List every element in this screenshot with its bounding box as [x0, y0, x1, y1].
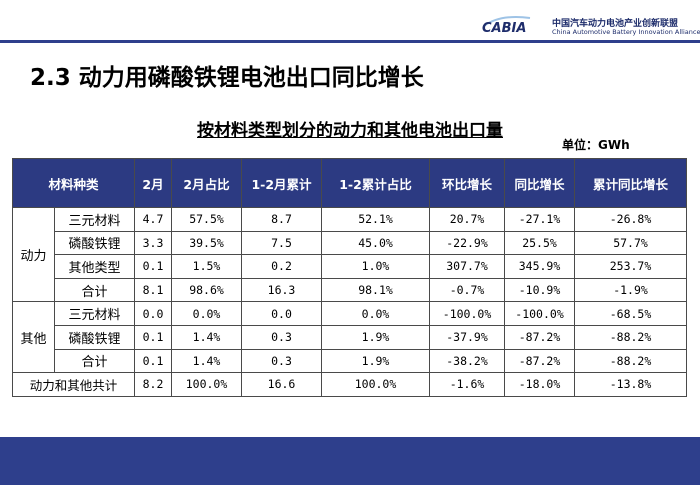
cell-yoy: -100.0% — [504, 301, 576, 326]
cell-feb-share: 1.5% — [171, 254, 243, 279]
cell-yoy: -87.2% — [504, 324, 576, 350]
cell-cumulative-yoy: -88.2% — [574, 348, 688, 374]
cell-yoy: 25.5% — [504, 230, 576, 256]
cell-cumulative-share: 0.0% — [321, 301, 431, 326]
cell-feb-share: 57.5% — [171, 207, 243, 232]
cell-cumulative-yoy: -13.8% — [574, 372, 688, 397]
cell-cumulative: 7.5 — [241, 230, 323, 256]
table-row: 其他 三元材料 0.0 0.0% 0.0 0.0% -100.0% -100.0… — [12, 301, 688, 374]
cell-cumulative: 0.3 — [241, 324, 323, 350]
cell-cumulative-yoy: 253.7% — [574, 254, 688, 279]
cell-feb: 0.1 — [134, 324, 173, 350]
cell-cumulative-yoy: -26.8% — [574, 207, 688, 232]
header-feb-share: 2月占比 — [171, 158, 243, 208]
logo-mark-text: CABIA — [482, 21, 526, 36]
cell-mom: -0.7% — [429, 277, 506, 303]
row-label: 三元材料 — [53, 207, 136, 232]
cell-cumulative-share: 1.9% — [321, 348, 431, 374]
table-row: 其他类型 0.1 1.5% 0.2 1.0% 307.7% 345.9% 253… — [13, 254, 688, 279]
cell-yoy: -87.2% — [504, 348, 576, 374]
header-mom-growth: 环比增长 — [429, 158, 506, 208]
cell-feb: 8.1 — [134, 277, 173, 303]
cell-cumulative-share: 1.9% — [321, 324, 431, 350]
group-label-power: 动力 — [12, 206, 55, 303]
row-label: 合计 — [53, 348, 136, 374]
cell-yoy: 345.9% — [504, 254, 576, 279]
cell-mom: -37.9% — [429, 324, 506, 350]
cell-feb: 0.1 — [134, 254, 173, 279]
cell-feb: 3.3 — [134, 230, 173, 256]
table-row-grand-total: 动力和其他共计 8.2 100.0% 16.6 100.0% -1.6% -18… — [11, 372, 688, 397]
header-jan-feb-cumulative: 1-2月累计 — [241, 158, 323, 208]
row-label: 磷酸铁锂 — [53, 230, 136, 256]
cell-cumulative-yoy: -88.2% — [574, 324, 688, 350]
cell-yoy: -18.0% — [504, 372, 576, 397]
header-divider-bar — [0, 40, 700, 43]
table-title: 按材料类型划分的动力和其他电池出口量 — [197, 121, 503, 141]
logo-org-name-cn: 中国汽车动力电池产业创新联盟 — [552, 19, 679, 29]
row-label: 合计 — [53, 277, 136, 303]
cell-feb-share: 98.6% — [171, 277, 243, 303]
cell-feb: 0.1 — [134, 348, 173, 374]
cell-cumulative-yoy: 57.7% — [574, 230, 688, 256]
cell-feb-share: 100.0% — [171, 372, 243, 397]
cell-mom: -1.6% — [429, 372, 506, 397]
cell-yoy: -27.1% — [504, 207, 576, 232]
table-row: 磷酸铁锂 3.3 39.5% 7.5 45.0% -22.9% 25.5% 57… — [13, 230, 688, 256]
logo-org-name-en: China Automotive Battery Innovation Alli… — [552, 28, 700, 36]
cell-cumulative-yoy: -68.5% — [574, 301, 688, 326]
table-row: 合计 8.1 98.6% 16.3 98.1% -0.7% -10.9% -1.… — [13, 277, 688, 303]
cabia-logo-mark: CABIA — [482, 16, 531, 36]
cell-cumulative: 0.0 — [241, 301, 323, 326]
cell-feb-share: 0.0% — [171, 301, 243, 326]
cabia-logo: CABIA 中国汽车动力电池产业创新联盟 China Automotive Ba… — [480, 10, 700, 38]
cell-cumulative-share: 1.0% — [321, 254, 431, 279]
row-label: 三元材料 — [53, 301, 136, 326]
cell-mom: -22.9% — [429, 230, 506, 256]
row-label: 磷酸铁锂 — [53, 324, 136, 350]
table-row: 合计 0.1 1.4% 0.3 1.9% -38.2% -87.2% -88.2… — [13, 348, 688, 374]
footer-bar — [0, 437, 700, 485]
unit-label: 单位：GWh — [562, 138, 630, 152]
cell-cumulative: 0.2 — [241, 254, 323, 279]
cell-mom: -38.2% — [429, 348, 506, 374]
group-label-other: 其他 — [12, 301, 55, 374]
table-header-row: 材料种类 2月 2月占比 1-2月累计 1-2累计占比 环比增长 同比增长 累计… — [11, 158, 688, 208]
header-cumulative-yoy-growth: 累计同比增长 — [574, 158, 688, 208]
cell-feb: 0.0 — [134, 301, 173, 326]
cell-yoy: -10.9% — [504, 277, 576, 303]
cell-cumulative: 0.3 — [241, 348, 323, 374]
table-row: 动力 三元材料 4.7 57.5% 8.7 52.1% 20.7% -27.1%… — [12, 206, 688, 303]
cell-feb: 4.7 — [134, 207, 173, 232]
slide-title: 2.3 动力用磷酸铁锂电池出口同比增长 — [30, 65, 424, 91]
cell-mom: -100.0% — [429, 301, 506, 326]
cell-cumulative-yoy: -1.9% — [574, 277, 688, 303]
cell-cumulative-share: 98.1% — [321, 277, 431, 303]
cell-feb-share: 39.5% — [171, 230, 243, 256]
cell-mom: 20.7% — [429, 207, 506, 232]
cell-cumulative-share: 52.1% — [321, 207, 431, 232]
grand-total-label: 动力和其他共计 — [11, 372, 136, 397]
cell-cumulative: 16.3 — [241, 277, 323, 303]
row-label: 其他类型 — [53, 254, 136, 279]
cell-cumulative-share: 100.0% — [321, 372, 431, 397]
cell-cumulative-share: 45.0% — [321, 230, 431, 256]
header-material-type: 材料种类 — [11, 158, 136, 208]
header-cumulative-share: 1-2累计占比 — [321, 158, 431, 208]
header-yoy-growth: 同比增长 — [504, 158, 576, 208]
cell-mom: 307.7% — [429, 254, 506, 279]
table-row: 磷酸铁锂 0.1 1.4% 0.3 1.9% -37.9% -87.2% -88… — [13, 324, 688, 350]
cell-cumulative: 16.6 — [241, 372, 323, 397]
cell-cumulative: 8.7 — [241, 207, 323, 232]
cell-feb-share: 1.4% — [171, 324, 243, 350]
cell-feb: 8.2 — [134, 372, 173, 397]
export-volume-table: 材料种类 2月 2月占比 1-2月累计 1-2累计占比 环比增长 同比增长 累计… — [11, 158, 688, 397]
cell-feb-share: 1.4% — [171, 348, 243, 374]
header-feb: 2月 — [134, 158, 173, 208]
